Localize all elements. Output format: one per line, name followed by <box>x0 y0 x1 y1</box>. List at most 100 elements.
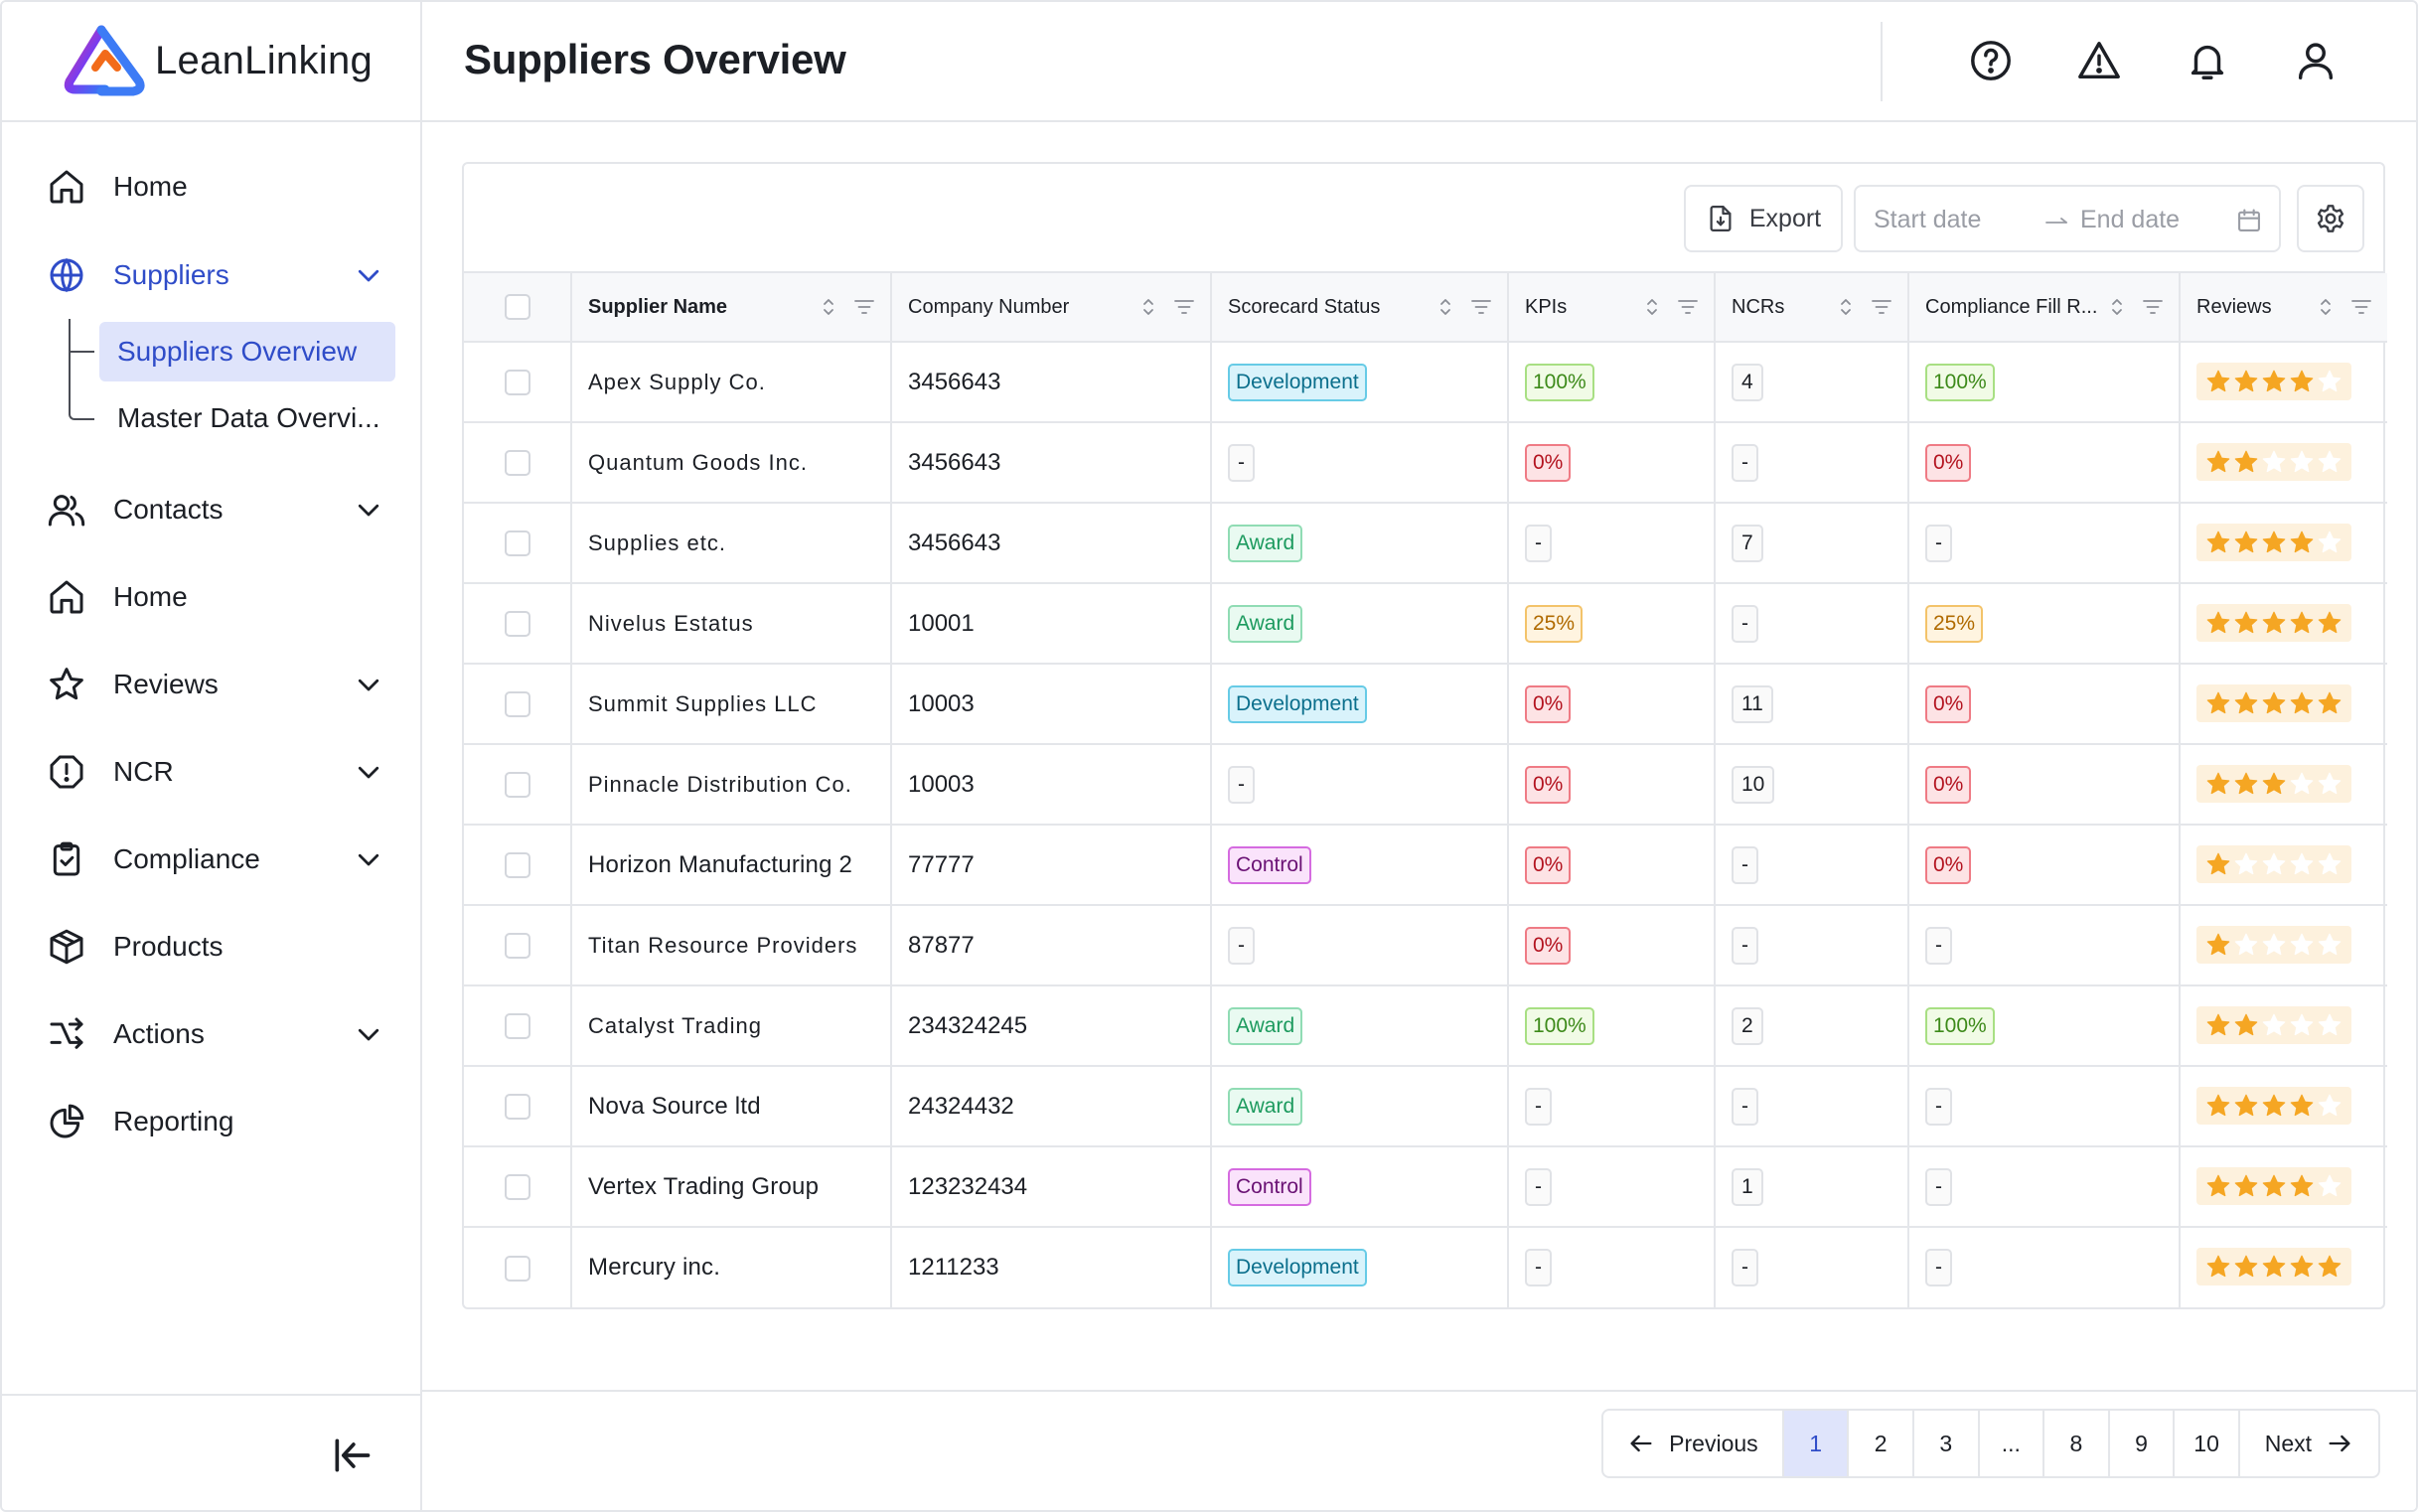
chevron-down-icon[interactable] <box>354 757 383 787</box>
column-header-kpis[interactable]: KPIs <box>1508 273 1716 343</box>
table-row[interactable]: Mercury inc. 1211233 Development - - - <box>464 1227 2387 1307</box>
collapse-sidebar-icon[interactable] <box>330 1434 374 1477</box>
column-header-scorecard-status[interactable]: Scorecard Status <box>1211 273 1509 343</box>
table-row[interactable]: Summit Supplies LLC 10003 Development 0% 11 0… <box>464 664 2387 745</box>
column-controls <box>1628 295 1700 319</box>
supplier-name-cell[interactable]: Mercury inc. <box>571 1227 892 1307</box>
sidebar-item-products[interactable]: Products <box>46 917 383 977</box>
supplier-name-cell[interactable]: Supplies etc. <box>571 503 892 584</box>
row-checkbox[interactable] <box>504 772 530 799</box>
row-checkbox[interactable] <box>504 933 530 960</box>
row-checkbox[interactable] <box>504 450 530 477</box>
table-row[interactable]: Supplies etc. 3456643 Award - 7 - <box>464 503 2387 584</box>
row-checkbox[interactable] <box>504 611 530 638</box>
supplier-name-cell[interactable]: Catalyst Trading <box>571 985 892 1067</box>
page-button-9[interactable]: 9 <box>2110 1411 2176 1476</box>
filter-icon[interactable] <box>1676 295 1700 319</box>
supplier-name-cell[interactable]: Apex Supply Co. <box>571 342 892 423</box>
sidebar-subitem-master-data-overview[interactable]: Master Data Overvi... <box>117 402 380 433</box>
sort-icon[interactable] <box>1136 295 1160 319</box>
page-button-10[interactable]: 10 <box>2175 1411 2240 1476</box>
row-checkbox[interactable] <box>504 1094 530 1121</box>
sidebar-item-compliance[interactable]: Compliance <box>46 830 383 889</box>
sort-icon[interactable] <box>2314 295 2338 319</box>
date-range-picker[interactable] <box>1854 185 2281 252</box>
sidebar-item-actions[interactable]: Actions <box>46 1004 383 1064</box>
export-button[interactable]: Export <box>1684 185 1843 252</box>
sort-icon[interactable] <box>2105 295 2129 319</box>
sidebar-subitem-suppliers-overview[interactable]: Suppliers Overview <box>99 322 395 381</box>
row-checkbox[interactable] <box>504 1255 530 1282</box>
filter-icon[interactable] <box>1870 295 1893 319</box>
filter-icon[interactable] <box>2141 295 2165 319</box>
filter-icon[interactable] <box>2349 295 2373 319</box>
table-row[interactable]: Catalyst Trading 234324245 Award 100% 2 100% <box>464 985 2387 1067</box>
chevron-up-icon[interactable] <box>354 260 383 290</box>
table-row[interactable]: Horizon Manufacturing 2 77777 Control 0% - 0% <box>464 825 2387 906</box>
calendar-icon[interactable] <box>2235 207 2263 234</box>
supplier-name-cell[interactable]: Horizon Manufacturing 2 <box>571 825 892 906</box>
previous-page-button[interactable]: Previous <box>1603 1411 1784 1476</box>
supplier-name-cell[interactable]: Nova Source ltd <box>571 1066 892 1147</box>
column-header-ncrs[interactable]: NCRs <box>1715 273 1909 343</box>
table-row[interactable]: Nova Source ltd 24324432 Award - - - <box>464 1066 2387 1147</box>
page-button-8[interactable]: 8 <box>2044 1411 2110 1476</box>
sort-icon[interactable] <box>1834 295 1858 319</box>
sort-icon[interactable] <box>817 295 840 319</box>
supplier-name-cell[interactable]: Quantum Goods Inc. <box>571 422 892 504</box>
sort-icon[interactable] <box>1434 295 1457 319</box>
help-icon[interactable] <box>1968 38 2014 83</box>
sidebar-item-home[interactable]: Home <box>46 157 383 217</box>
table-row[interactable]: Nivelus Estatus 10001 Award 25% - 25% <box>464 583 2387 665</box>
next-page-button[interactable]: Next <box>2240 1411 2378 1476</box>
sidebar-item-contacts[interactable]: Contacts <box>46 480 383 539</box>
row-checkbox[interactable] <box>504 530 530 557</box>
supplier-name-cell[interactable]: Vertex Trading Group <box>571 1146 892 1228</box>
logo[interactable]: LeanLinking <box>2 2 420 122</box>
supplier-name-cell[interactable]: Titan Resource Providers <box>571 905 892 986</box>
supplier-name-cell[interactable]: Nivelus Estatus <box>571 583 892 665</box>
table-row[interactable]: Apex Supply Co. 3456643 Development 100% 4 10… <box>464 342 2387 423</box>
page-button-1[interactable]: 1 <box>1783 1411 1850 1476</box>
filter-icon[interactable] <box>1469 295 1493 319</box>
sidebar-item-reviews[interactable]: Reviews <box>46 655 383 714</box>
table-row[interactable]: Pinnacle Distribution Co. 10003- 0% 10 0% <box>464 744 2387 826</box>
user-icon[interactable] <box>2293 38 2339 83</box>
sidebar-item-reporting[interactable]: Reporting <box>46 1092 383 1151</box>
chevron-down-icon[interactable] <box>354 844 383 874</box>
table-row[interactable]: Vertex Trading Group 123232434 Control - 1 - <box>464 1146 2387 1228</box>
page-button-2[interactable]: 2 <box>1849 1411 1914 1476</box>
supplier-name-cell[interactable]: Pinnacle Distribution Co. <box>571 744 892 826</box>
sidebar-item-ncr[interactable]: NCR <box>46 742 383 802</box>
star-filled-icon <box>2206 611 2230 633</box>
sidebar-item-suppliers[interactable]: Suppliers <box>46 245 383 305</box>
column-header-reviews[interactable]: Reviews <box>2180 273 2387 343</box>
row-checkbox[interactable] <box>504 691 530 718</box>
chevron-down-icon[interactable] <box>354 670 383 699</box>
star-filled-icon <box>2206 691 2230 713</box>
table-row[interactable]: Quantum Goods Inc. 3456643-0% -0% <box>464 422 2387 504</box>
page-button-3[interactable]: 3 <box>1914 1411 1980 1476</box>
select-all-checkbox[interactable] <box>504 294 530 320</box>
bell-icon[interactable] <box>2185 38 2230 83</box>
filter-icon[interactable] <box>852 295 876 319</box>
table-settings-button[interactable] <box>2297 185 2364 252</box>
column-header-supplier-name[interactable]: Supplier Name <box>571 273 892 343</box>
start-date-input[interactable] <box>1874 201 2033 238</box>
table-row[interactable]: Titan Resource Providers 87877-0% - - <box>464 905 2387 986</box>
chevron-down-icon[interactable] <box>354 1019 383 1049</box>
warning-icon[interactable] <box>2076 38 2122 83</box>
row-checkbox[interactable] <box>504 1013 530 1040</box>
chevron-down-icon[interactable] <box>354 495 383 525</box>
sort-icon[interactable] <box>1640 295 1664 319</box>
sidebar-item-home-2[interactable]: Home <box>46 567 383 627</box>
table-body: Apex Supply Co. 3456643 Development 100% 4 10… <box>464 342 2387 1307</box>
row-checkbox[interactable] <box>504 370 530 396</box>
column-header-company-number[interactable]: Company Number <box>891 273 1212 343</box>
end-date-input[interactable] <box>2080 201 2229 238</box>
filter-icon[interactable] <box>1172 295 1196 319</box>
supplier-name-cell[interactable]: Summit Supplies LLC <box>571 664 892 745</box>
row-checkbox[interactable] <box>504 1174 530 1201</box>
row-checkbox[interactable] <box>504 852 530 879</box>
column-header-compliance-fill-rate[interactable]: Compliance Fill R... <box>1908 273 2181 343</box>
